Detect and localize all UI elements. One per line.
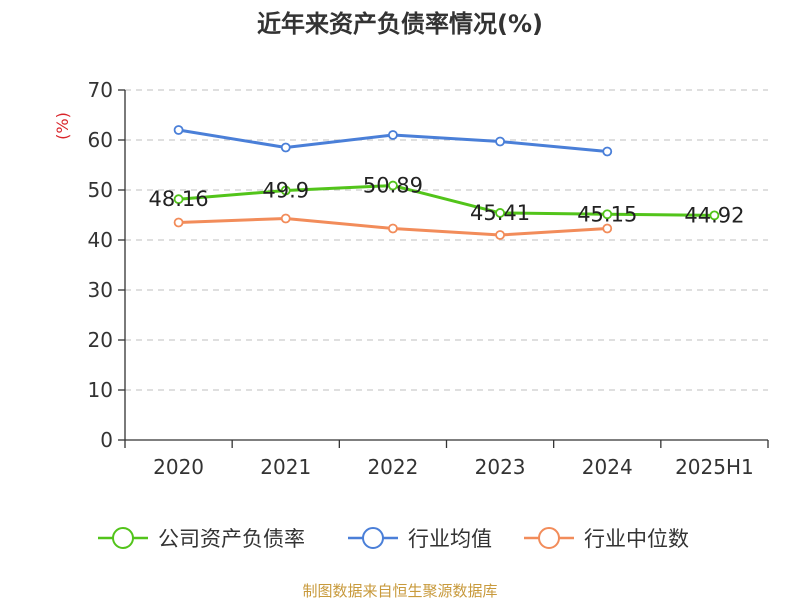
series-公司资产负债率 (173, 180, 720, 221)
series-行业均值 (173, 125, 613, 157)
legend-label-0: 公司资产负债率 (158, 527, 305, 551)
data-point-2022[interactable] (388, 180, 398, 191)
series-layer (173, 125, 720, 240)
data-point-2021[interactable] (280, 142, 291, 153)
data-point-2023[interactable] (495, 230, 505, 240)
y-tick-label-60: 60 (88, 128, 113, 152)
source-note: 制图数据来自恒生聚源数据库 (302, 582, 497, 600)
legend-item-1[interactable]: 行业均值 (348, 527, 492, 551)
chart-title: 近年来资产负债率情况(%) (257, 10, 543, 38)
y-tick-label-70: 70 (88, 78, 113, 102)
data-labels: 48.16 49.9 50.89 45.41 45.15 44.92 (149, 174, 745, 228)
y-tick-label-50: 50 (88, 178, 113, 202)
data-label-2022: 50.89 (363, 174, 423, 198)
legend-marker-0 (112, 527, 134, 549)
legend-marker-1 (362, 527, 384, 549)
data-point-2024[interactable] (602, 209, 613, 220)
series-行业中位数 (173, 213, 613, 240)
legend-item-0[interactable]: 公司资产负债率 (98, 527, 305, 551)
data-point-2022[interactable] (388, 223, 398, 234)
data-label-2023: 45.41 (470, 201, 530, 225)
data-point-2024[interactable] (602, 146, 613, 157)
data-point-2025H1[interactable] (709, 210, 720, 221)
data-label-2025H1: 44.92 (684, 203, 744, 227)
legend-label-2: 行业中位数 (584, 527, 689, 551)
x-tick-label-2022: 2022 (367, 455, 418, 479)
x-tick-label-2021: 2021 (260, 455, 311, 479)
y-axis-label: (%) (53, 112, 72, 140)
data-point-2021[interactable] (280, 185, 291, 196)
data-point-2020[interactable] (173, 125, 184, 135)
x-tick-label-2024: 2024 (582, 455, 633, 479)
legend-item-2[interactable]: 行业中位数 (524, 527, 689, 551)
grid (125, 89, 768, 391)
y-tick-label-0: 0 (100, 428, 113, 452)
x-tick-label-2023: 2023 (475, 455, 526, 479)
x-tick-label-2020: 2020 (153, 455, 204, 479)
data-label-2021: 49.9 (262, 179, 309, 203)
data-label-2020: 48.16 (149, 187, 209, 211)
legend-marker-2 (538, 527, 560, 549)
data-point-2020[interactable] (173, 194, 184, 205)
data-point-2021[interactable] (280, 213, 291, 224)
data-point-2023[interactable] (495, 208, 505, 218)
axes: 0 10 20 30 40 50 60 70 2020 2021 2022 2023 2024 2025H… (88, 78, 769, 479)
x-tick-label-2025H1: 2025H1 (675, 455, 754, 479)
data-label-2024: 45.15 (577, 202, 637, 226)
series-line-公司资产负债率 (178, 184, 715, 217)
y-tick-label-20: 20 (88, 328, 113, 352)
data-point-2024[interactable] (602, 223, 613, 234)
data-point-2022[interactable] (388, 130, 398, 140)
y-tick-label-10: 10 (88, 378, 113, 402)
data-point-2020[interactable] (173, 217, 184, 228)
legend-label-1: 行业均值 (408, 527, 492, 551)
legend[interactable]: 公司资产负债率 行业均值 行业中位数 (98, 527, 689, 551)
y-tick-label-40: 40 (88, 228, 113, 252)
y-tick-label-30: 30 (88, 278, 113, 302)
data-point-2023[interactable] (495, 136, 505, 147)
